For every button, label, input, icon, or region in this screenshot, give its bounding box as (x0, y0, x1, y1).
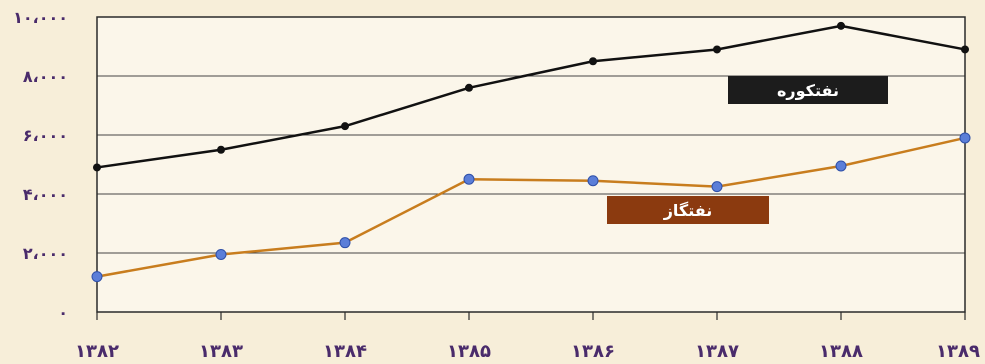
x-tick-label: ۱۳۸۴ (323, 341, 367, 360)
y-tick-label: ۲،۰۰۰ (23, 244, 68, 263)
data-point (588, 176, 598, 186)
plot-area (97, 17, 965, 312)
x-tick-label: ۱۳۸۵ (447, 341, 491, 360)
data-point (465, 84, 473, 92)
data-point (464, 174, 474, 184)
x-tick-label: ۱۳۸۷ (695, 341, 739, 360)
data-point (589, 57, 597, 65)
data-point (93, 163, 101, 171)
data-point (92, 272, 102, 282)
data-point (712, 182, 722, 192)
data-point (960, 133, 970, 143)
y-tick-label: ۶،۰۰۰ (23, 126, 68, 145)
legend-label: نفتکوره (777, 81, 839, 100)
x-tick-label: ۱۳۸۶ (571, 341, 615, 360)
y-tick-label: ۱۰،۰۰۰ (13, 8, 68, 27)
data-point (217, 146, 225, 154)
data-point (836, 161, 846, 171)
y-tick-label: ۴،۰۰۰ (23, 185, 68, 204)
x-tick-label: ۱۳۸۲ (75, 341, 119, 360)
y-tick-label: ۰ (58, 303, 68, 322)
data-point (341, 122, 349, 130)
x-tick-label: ۱۳۸۸ (819, 341, 863, 360)
legend-label: نفتگاز (663, 201, 713, 220)
data-point (216, 249, 226, 259)
data-point (713, 45, 721, 53)
data-point (961, 45, 969, 53)
x-tick-label: ۱۳۸۳ (199, 341, 243, 360)
y-tick-label: ۸،۰۰۰ (23, 67, 68, 86)
data-point (340, 238, 350, 248)
x-tick-label: ۱۳۸۹ (936, 341, 980, 360)
data-point (837, 22, 845, 30)
